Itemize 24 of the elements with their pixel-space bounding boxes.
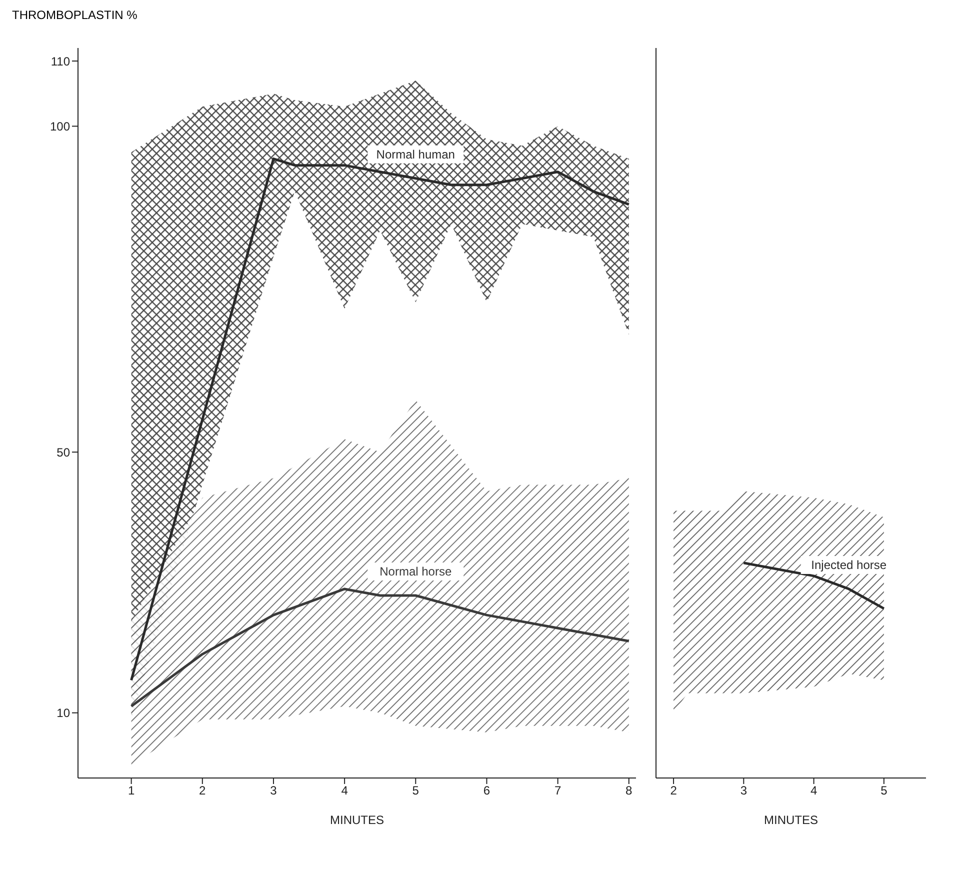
x-tick-label: 8: [626, 784, 633, 798]
y-tick-label: 100: [50, 119, 70, 134]
series-label: Normal human: [376, 147, 455, 162]
x-tick-label: 4: [810, 784, 818, 798]
x-tick-label: 1: [128, 784, 135, 798]
x-tick-label: 7: [554, 784, 562, 798]
x-tick-label: 2: [670, 784, 678, 798]
line-series: [130, 588, 630, 708]
x-axis-title: MINUTES: [764, 813, 818, 827]
y-tick-label: 10: [56, 706, 70, 720]
y-tick-label: 110: [50, 54, 70, 68]
x-tick-label: 4: [341, 784, 348, 798]
y-tick-label: 50: [56, 445, 70, 460]
series-label: Injected horse: [811, 558, 887, 572]
series-label: Normal horse: [380, 564, 452, 578]
x-tick-label: 5: [412, 784, 420, 798]
line-series: [130, 158, 630, 682]
x-tick-label: 2: [199, 784, 206, 798]
x-axis-title: MINUTES: [330, 813, 384, 827]
y-axis-title: THROMBOPLASTIN %: [11, 8, 138, 24]
x-tick-label: 3: [270, 784, 278, 798]
x-tick-label: 6: [483, 784, 490, 798]
x-tick-label: 3: [740, 784, 748, 798]
x-tick-label: 5: [880, 784, 888, 798]
